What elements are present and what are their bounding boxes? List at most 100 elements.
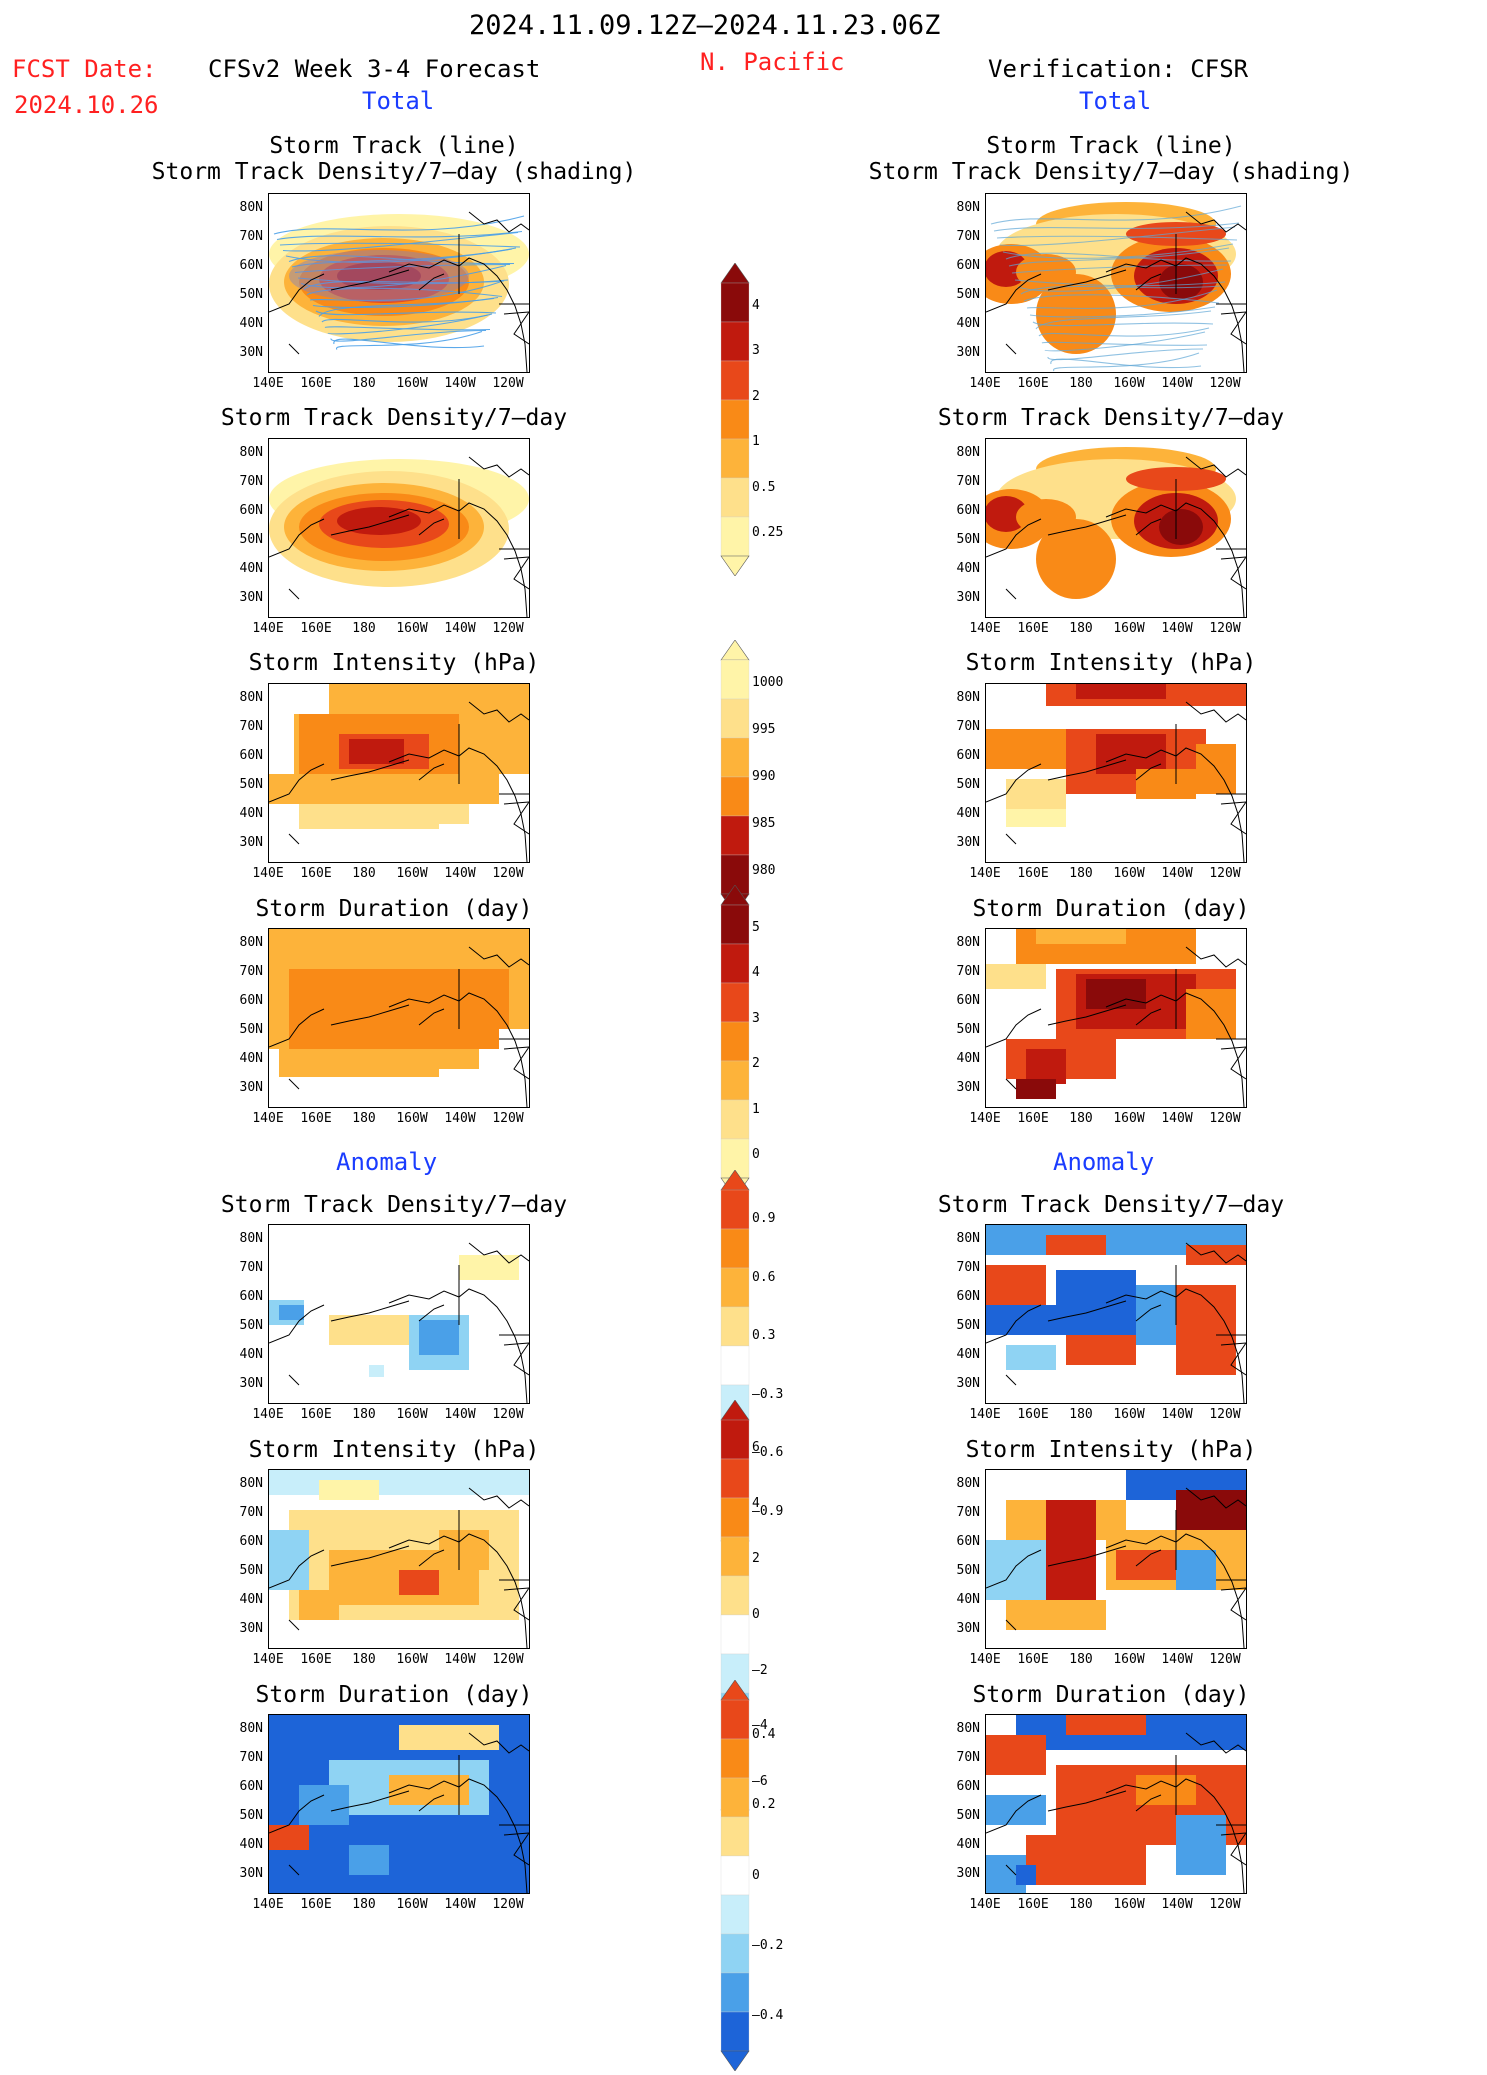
lon-tick-label: 140E bbox=[252, 1111, 284, 1126]
lat-tick-label: 30N bbox=[956, 1621, 980, 1636]
lon-tick-label: 120W bbox=[492, 1407, 524, 1422]
coastline bbox=[269, 273, 325, 313]
coastline bbox=[269, 1304, 325, 1344]
lat-tick-label: 50N bbox=[239, 1022, 263, 1037]
lon-tick-label: 160E bbox=[300, 1652, 332, 1667]
coastline bbox=[986, 763, 1042, 803]
coastline bbox=[503, 311, 529, 345]
coastline bbox=[1185, 456, 1246, 478]
lon-tick-label: 140E bbox=[969, 1407, 1001, 1422]
colorbar-segment bbox=[720, 1099, 750, 1140]
shading-block bbox=[389, 1775, 469, 1805]
storm-track-line bbox=[1041, 341, 1208, 346]
lon-tick-label: 160E bbox=[300, 1897, 332, 1912]
lat-tick-label: 60N bbox=[239, 1779, 263, 1794]
coastline bbox=[418, 763, 445, 781]
colorbar-tick-label: 1000 bbox=[752, 675, 784, 691]
colorbar-tick-label: 0 bbox=[752, 1867, 760, 1883]
colorbar-arrow-top bbox=[720, 262, 750, 284]
shading-block bbox=[1036, 929, 1126, 944]
lon-tick-label: 160E bbox=[300, 866, 332, 881]
panel-title-density-anom-right: Storm Track Density/7–day bbox=[937, 1192, 1285, 1218]
coastline bbox=[330, 1300, 410, 1322]
lat-tick-label: 70N bbox=[239, 1750, 263, 1765]
shading-block bbox=[1096, 734, 1166, 774]
fcst-date-value: 2024.10.26 bbox=[14, 91, 159, 119]
colorbar-tick-label: –0.6 bbox=[752, 1445, 784, 1461]
coastline bbox=[1005, 1374, 1017, 1386]
coastline bbox=[1185, 946, 1246, 968]
lat-tick-label: 60N bbox=[956, 1779, 980, 1794]
coastline bbox=[330, 1004, 410, 1026]
colorbar-tick-label: –0.4 bbox=[752, 2007, 784, 2023]
lat-tick-label: 80N bbox=[956, 200, 980, 215]
shading-block bbox=[269, 1470, 529, 1495]
storm-track-line bbox=[291, 248, 513, 268]
shading-block bbox=[1076, 684, 1166, 699]
coastline bbox=[1220, 1587, 1246, 1621]
panel-title-duration-left: Storm Duration (day) bbox=[255, 896, 533, 922]
lon-tick-label: 140E bbox=[969, 1111, 1001, 1126]
coastline bbox=[418, 1008, 445, 1026]
lat-tick-label: 50N bbox=[239, 1808, 263, 1823]
lat-tick-label: 80N bbox=[956, 1231, 980, 1246]
lat-tick-label: 70N bbox=[956, 229, 980, 244]
coastline bbox=[1135, 1008, 1162, 1026]
coastline bbox=[1047, 1004, 1127, 1026]
lon-tick-label: 140W bbox=[1161, 1652, 1193, 1667]
shading-block bbox=[459, 1255, 519, 1280]
lon-tick-label: 140W bbox=[1161, 376, 1193, 391]
lon-tick-label: 140W bbox=[1161, 621, 1193, 636]
colorbar-tick-label: 2 bbox=[752, 1551, 760, 1567]
colorbar-segment bbox=[720, 982, 750, 1023]
lat-tick-label: 80N bbox=[239, 690, 263, 705]
shading-block bbox=[299, 1590, 339, 1620]
map-intensity-left bbox=[268, 683, 530, 863]
lat-tick-label: 50N bbox=[239, 532, 263, 547]
lat-tick-label: 60N bbox=[956, 503, 980, 518]
storm-track-line bbox=[303, 280, 505, 290]
panel-title-density-anom-left: Storm Track Density/7–day bbox=[220, 1192, 568, 1218]
lat-tick-label: 70N bbox=[239, 474, 263, 489]
coastline bbox=[468, 946, 529, 968]
panel-title-density-right: Storm Track Density/7–day bbox=[937, 405, 1285, 431]
colorbar-segment bbox=[720, 477, 750, 518]
coastline bbox=[468, 211, 529, 233]
colorbar-segment bbox=[720, 1060, 750, 1101]
storm-track-line bbox=[300, 264, 507, 289]
lon-tick-label: 180 bbox=[1069, 621, 1093, 636]
lon-tick-label: 120W bbox=[1209, 866, 1241, 881]
lon-tick-label: 140E bbox=[969, 621, 1001, 636]
shading-block bbox=[1006, 1345, 1056, 1370]
map-intensity-anom-right bbox=[985, 1469, 1247, 1649]
colorbar-segment bbox=[720, 1699, 750, 1740]
region-title: N. Pacific bbox=[700, 48, 845, 76]
coastline bbox=[1220, 556, 1246, 590]
coastline bbox=[503, 556, 529, 590]
shading-region bbox=[1159, 509, 1203, 545]
storm-track-line bbox=[306, 287, 503, 298]
section-anomaly-right: Anomaly bbox=[1053, 1148, 1155, 1176]
lat-tick-label: 80N bbox=[239, 1231, 263, 1246]
colorbar-tick-label: –2 bbox=[752, 1662, 768, 1678]
coastline bbox=[1005, 1864, 1017, 1876]
storm-track-line bbox=[1047, 348, 1204, 361]
lat-tick-label: 50N bbox=[956, 1563, 980, 1578]
colorbar-tick-label: 0.2 bbox=[752, 1797, 776, 1813]
colorbar-segment bbox=[720, 1894, 750, 1935]
coastline bbox=[503, 1832, 529, 1866]
colorbar-tick-label: 4 bbox=[752, 965, 760, 981]
colorbar-arrow-top bbox=[720, 1169, 750, 1191]
lon-tick-label: 160E bbox=[300, 376, 332, 391]
coastline bbox=[269, 1549, 325, 1589]
coastline bbox=[1185, 701, 1246, 723]
shading-block bbox=[986, 1735, 1046, 1775]
shading-block bbox=[319, 1480, 379, 1500]
lat-tick-label: 80N bbox=[956, 1721, 980, 1736]
lat-tick-label: 70N bbox=[239, 719, 263, 734]
lon-tick-label: 140W bbox=[1161, 866, 1193, 881]
colorbar-segment bbox=[720, 399, 750, 440]
lat-tick-label: 40N bbox=[956, 1347, 980, 1362]
coastline bbox=[1185, 211, 1246, 233]
colorbar-tick-label: 0.25 bbox=[752, 525, 784, 541]
